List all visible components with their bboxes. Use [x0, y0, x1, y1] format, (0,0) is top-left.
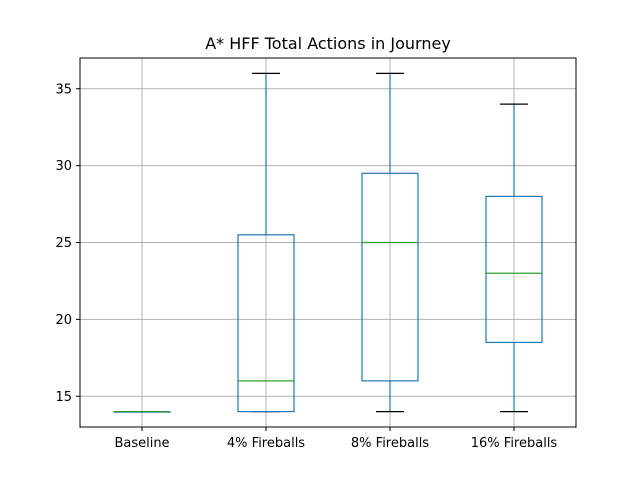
box-group [237, 72, 295, 413]
boxes [113, 72, 543, 413]
y-tick-label: 30 [55, 159, 72, 174]
y-tick-label: 35 [55, 82, 72, 97]
box-group [485, 103, 543, 413]
y-tick-label: 25 [55, 236, 72, 251]
x-tick-label: Baseline [114, 436, 169, 451]
box-iqr [237, 234, 295, 413]
y-tick-label: 20 [55, 313, 72, 328]
box-iqr [485, 195, 543, 344]
x-tick-label: 16% Fireballs [471, 436, 558, 451]
box-group [361, 72, 419, 413]
box-iqr [361, 172, 419, 382]
x-tick-label: 4% Fireballs [227, 436, 305, 451]
y-tick-label: 15 [55, 390, 72, 405]
box-group [113, 410, 171, 413]
x-tick-label: 8% Fireballs [351, 436, 429, 451]
grid-lines [80, 58, 576, 427]
chart-title: A* HFF Total Actions in Journey [205, 34, 451, 53]
axis-ticks: 15 20 25 30 35 Baseline 4% Fireballs 8% Firebal… [55, 82, 557, 451]
